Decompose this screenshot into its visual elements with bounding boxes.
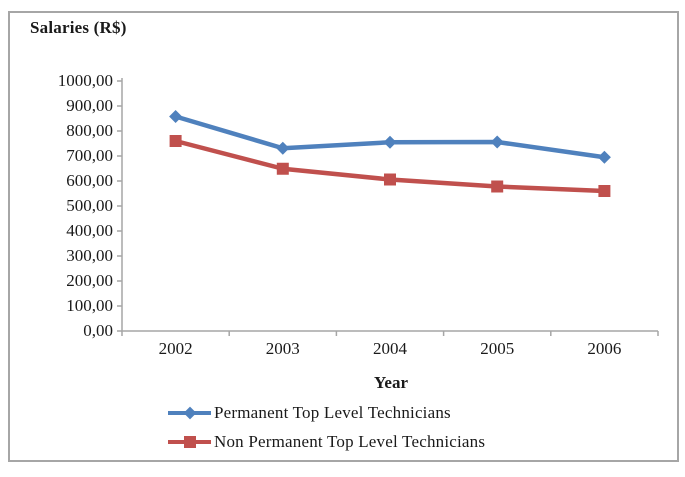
data-point-square	[598, 185, 611, 197]
data-point-diamond	[276, 141, 290, 155]
data-point-square	[276, 162, 289, 175]
chart-title: Salaries (R$)	[30, 18, 127, 37]
y-tick-label: 200,00	[66, 271, 113, 290]
axis-lines	[121, 78, 658, 332]
x-axis-title: Year	[374, 373, 408, 392]
chart-border-frame	[8, 11, 679, 462]
data-point-diamond	[383, 135, 397, 149]
y-tick-label: 900,00	[66, 96, 113, 115]
legend-label: Permanent Top Level Technicians	[214, 403, 451, 422]
x-tick-label: 2005	[480, 339, 515, 358]
y-tick-label: 600,00	[66, 171, 113, 190]
data-point-diamond	[490, 135, 504, 149]
x-tick-label: 2006	[587, 339, 622, 358]
x-tick-label: 2003	[265, 339, 300, 358]
y-tick-label: 1000,00	[57, 71, 113, 90]
legend-item: Permanent Top Level Technicians	[168, 401, 485, 425]
data-point-square	[169, 135, 182, 147]
diamond-marker-icon	[183, 406, 196, 420]
y-tick-label: 400,00	[66, 221, 113, 240]
data-point-diamond	[597, 150, 611, 164]
legend-item: Non Permanent Top Level Technicians	[168, 430, 485, 454]
chart-legend: Permanent Top Level Technicians Non Perma…	[168, 401, 485, 459]
legend-line-swatch	[168, 406, 211, 420]
y-tick-label: 700,00	[66, 146, 113, 165]
y-tick-label: 500,00	[66, 196, 113, 215]
y-tick-label: 0,00	[83, 321, 113, 340]
x-tick-label: 2004	[373, 339, 407, 358]
legend-label: Non Permanent Top Level Technicians	[214, 432, 486, 451]
y-tick-label: 100,00	[66, 296, 113, 315]
data-point-square	[491, 180, 504, 193]
y-tick-label: 300,00	[66, 246, 113, 265]
square-marker-icon	[183, 436, 196, 448]
legend-line-swatch	[168, 436, 211, 448]
y-tick-label: 800,00	[66, 121, 113, 140]
x-tick-label: 2002	[158, 339, 193, 358]
data-point-square	[384, 173, 396, 186]
data-point-diamond	[169, 109, 183, 124]
